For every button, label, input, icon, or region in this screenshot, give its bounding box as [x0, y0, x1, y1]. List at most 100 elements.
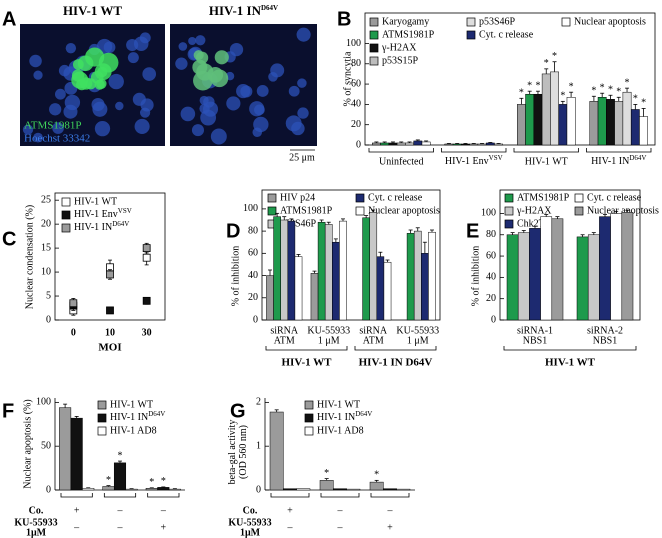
y-tick-label: 5 [46, 290, 51, 301]
bar [606, 99, 615, 146]
stained-cell [76, 78, 88, 91]
y-tick-label: 25 [41, 194, 51, 205]
panel-letter: G [230, 400, 246, 422]
legend-label: HIV-1 EnvVSV [74, 207, 132, 221]
nucleus [296, 27, 311, 42]
condition-label: 1μM [240, 527, 261, 538]
nucleus [178, 42, 188, 51]
legend-label: p53S15P [382, 55, 419, 66]
bar [396, 142, 406, 146]
bar [319, 480, 334, 491]
nucleus [210, 128, 227, 145]
category-bracket [147, 493, 180, 498]
condition-mark: – [160, 505, 167, 516]
legend-swatch [267, 206, 277, 216]
legend-label: Cyt. c release [368, 192, 423, 203]
significance-mark: * [591, 86, 596, 97]
bar [485, 142, 495, 146]
category-bracket [441, 148, 507, 153]
bar [494, 143, 504, 146]
nucleus [33, 132, 43, 143]
legend-label: Nuclear apoptosis [587, 205, 659, 216]
y-tick-label: 50 [41, 440, 51, 451]
legend-label: HIV-1 WT [74, 196, 117, 207]
nucleus [65, 42, 77, 54]
stain-label: ATMS1981P [24, 120, 81, 132]
x-tick-label: siRNA [270, 325, 299, 336]
category-bracket [103, 493, 137, 498]
y-axis-label: % of inhibition [470, 246, 481, 307]
legend-swatch [61, 210, 71, 220]
legend-label: p53S46P [280, 218, 317, 229]
legend-swatch [61, 197, 71, 207]
legend-label: Nuclear apoptosis [574, 16, 646, 27]
bar [550, 71, 559, 146]
legend-label: p53S46P [479, 16, 516, 27]
bar [102, 486, 115, 491]
bar [168, 488, 181, 491]
nucleus [54, 88, 66, 100]
nucleus [64, 94, 81, 111]
legend-swatch [561, 17, 571, 27]
panel-letter: E [466, 220, 479, 242]
condition-label: 1μM [26, 527, 47, 538]
bar [428, 231, 436, 321]
legend-label: Cyt. c release [479, 29, 534, 40]
legend-swatch [369, 30, 379, 40]
bar [372, 142, 381, 146]
condition-mark: + [74, 505, 80, 516]
y-tick-label: 20 [248, 292, 258, 303]
nucleus [291, 121, 305, 136]
legend-swatch [369, 17, 379, 27]
stained-cell [96, 78, 107, 89]
nucleus [142, 67, 157, 81]
nucleus [108, 73, 124, 90]
x-tick-label: HIV-1 WT [525, 156, 568, 167]
condition-mark: – [117, 522, 124, 533]
bar [157, 487, 170, 491]
legend-label: γ-H2AX [381, 42, 417, 53]
legend-label: HIV-1 AD8 [110, 425, 157, 436]
bar [287, 220, 296, 321]
plot-frame [261, 189, 441, 321]
nucleus [191, 124, 205, 137]
category-bracket [586, 148, 652, 153]
x-tick-label: NBS1 [523, 335, 547, 346]
y-tick-label: 40 [486, 272, 496, 283]
point [142, 296, 151, 305]
bar [469, 143, 479, 146]
legend-swatch [304, 426, 314, 436]
nucleus [188, 36, 197, 46]
bar [621, 212, 634, 321]
condition-label: Co. [243, 505, 258, 516]
y-tick-label: 100 [243, 203, 258, 214]
legend-label: HIV-1 IND64V [74, 220, 129, 234]
legend-label-main: HIV-1 Env [74, 209, 118, 220]
condition-mark: + [387, 522, 393, 533]
significance-mark: * [544, 58, 549, 69]
bar [273, 216, 281, 321]
x-tick-label-sup: D64V [629, 154, 646, 162]
y-tick-label: 100 [481, 208, 496, 219]
category-bracket [370, 493, 410, 498]
legend-label: Karyogamy [382, 16, 429, 27]
image-title-main: HIV-1 IN [209, 3, 262, 18]
x-tick-label-main: HIV-1 Env [445, 156, 489, 167]
legend-swatch [369, 43, 379, 53]
bar [461, 143, 470, 146]
bar [541, 73, 551, 146]
legend-label: ATMS1981P [280, 205, 333, 216]
bar [362, 217, 370, 321]
nucleus [49, 103, 62, 116]
stain-label: Hoechst 33342 [24, 133, 90, 145]
bar [597, 97, 607, 146]
y-tick-label: 80 [351, 58, 361, 69]
legend-label: HIV-1 WT [317, 399, 360, 410]
nucleus [229, 42, 244, 57]
nucleus [134, 118, 150, 134]
legend-swatch [504, 193, 514, 203]
nucleus [270, 63, 285, 78]
legend-swatch [574, 193, 584, 203]
bar [413, 140, 423, 146]
